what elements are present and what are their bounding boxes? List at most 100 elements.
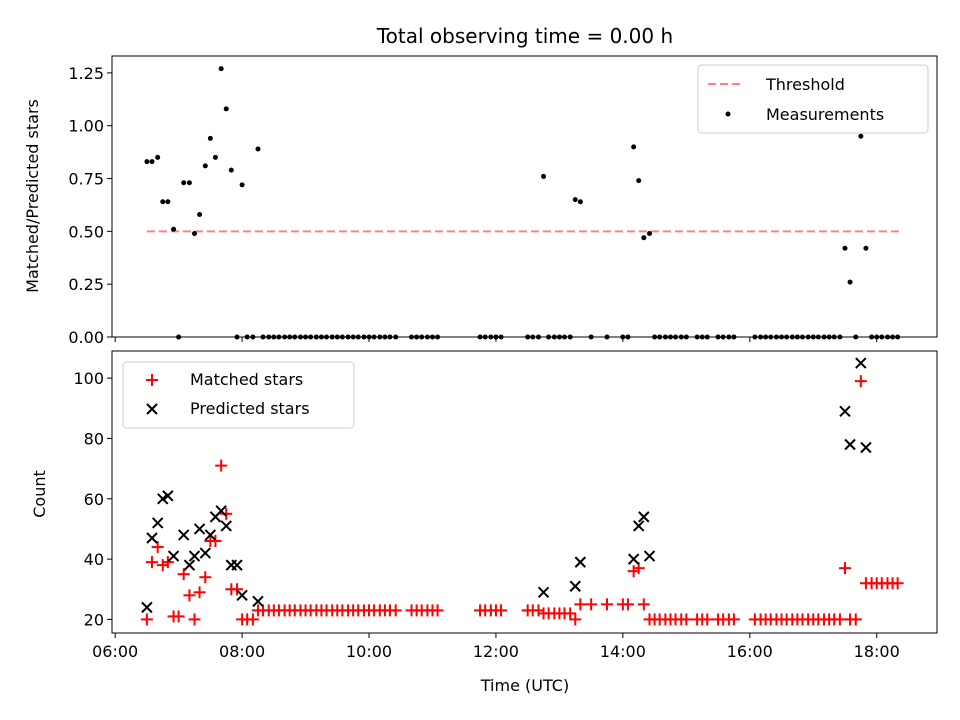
- measurement-point: [541, 173, 547, 179]
- legend-threshold-label: Threshold: [765, 75, 845, 94]
- predicted-star-marker: [638, 511, 650, 523]
- measurement-point: [847, 279, 853, 285]
- legend-measurements-swatch: [725, 111, 731, 117]
- measurement-point: [842, 245, 848, 251]
- predicted-star-marker: [178, 529, 190, 541]
- predicted-star-marker: [569, 580, 581, 592]
- matched-star-marker: [183, 589, 196, 602]
- measurement-point: [636, 178, 642, 184]
- measurement-point: [858, 133, 864, 139]
- matched-star-marker: [585, 598, 598, 611]
- matched-star-marker: [177, 568, 190, 581]
- legend-matched-label: Matched stars: [190, 370, 303, 389]
- measurement-point: [212, 154, 218, 160]
- predicted-star-marker: [574, 556, 587, 568]
- measurement-point: [186, 180, 192, 186]
- legend-measurements-label: Measurements: [766, 105, 884, 124]
- matched-star-marker: [209, 535, 222, 548]
- bottom-y-tick-label: 20: [84, 610, 104, 629]
- matched-star-marker: [231, 583, 244, 596]
- measurement-point: [863, 245, 869, 251]
- matched-star-marker: [637, 598, 650, 611]
- measurement-point: [192, 230, 197, 236]
- legend-predicted-label: Predicted stars: [190, 399, 310, 418]
- matched-star-marker: [389, 604, 402, 617]
- matched-star-marker: [838, 562, 851, 575]
- measurement-point: [572, 197, 578, 203]
- matched-star-marker: [495, 604, 508, 617]
- predicted-star-marker: [860, 441, 872, 454]
- measurement-point: [641, 235, 647, 241]
- measurement-point: [181, 180, 187, 186]
- predicted-star-marker: [252, 595, 264, 608]
- predicted-star-marker: [537, 586, 550, 598]
- predicted-star-marker: [215, 505, 227, 517]
- matched-star-marker: [431, 604, 444, 617]
- top-y-axis-label: Matched/Predicted stars: [23, 99, 42, 293]
- measurement-point: [577, 199, 583, 205]
- measurement-point: [155, 154, 161, 160]
- top-y-tick-label: 1.25: [68, 64, 104, 83]
- x-tick-label: 14:00: [600, 642, 646, 661]
- matched-star-marker: [215, 459, 228, 472]
- predicted-star-marker: [199, 547, 211, 559]
- predicted-star-marker: [627, 553, 640, 565]
- x-tick-label: 08:00: [219, 642, 265, 661]
- predicted-star-marker: [236, 589, 248, 602]
- x-tick-label: 10:00: [346, 642, 392, 661]
- matched-star-marker: [727, 613, 740, 626]
- bottom-x-ticks: 06:00 08:00 10:00 12:00 14:00 16:00 18:00: [92, 633, 900, 661]
- measurement-point: [202, 163, 208, 169]
- measurement-point: [207, 135, 213, 141]
- measurement-point: [149, 159, 155, 165]
- top-y-tick-label: 0.50: [68, 222, 104, 241]
- predicted-star-marker: [157, 493, 169, 505]
- predicted-star-marker: [141, 601, 153, 614]
- top-y-tick-label: 0.75: [68, 170, 104, 189]
- matched-star-marker: [833, 613, 846, 626]
- bottom-y-tick-label: 60: [84, 490, 104, 509]
- predicted-star-marker: [220, 520, 232, 532]
- measurement-point: [223, 106, 229, 112]
- matched-star-marker: [632, 562, 645, 575]
- bottom-y-axis-label: Count: [30, 470, 49, 518]
- bottom-y-tick-label: 80: [84, 429, 104, 448]
- matched-star-marker: [574, 598, 587, 611]
- x-tick-label: 16:00: [727, 642, 773, 661]
- count-panel: Count Time (UTC) 20 40 60 80 100 06:00 08:00 1…: [30, 350, 938, 695]
- measurement-point: [165, 199, 171, 205]
- top-y-ticks: 0.00 0.25 0.50 0.75 1.00 1.25: [68, 64, 112, 347]
- predicted-star-marker: [183, 559, 196, 571]
- predicted-star-marker: [151, 517, 164, 529]
- bottom-y-ticks: 20 40 60 80 100: [73, 369, 112, 629]
- matched-star-marker: [199, 571, 212, 584]
- predicted-star-marker: [162, 490, 174, 502]
- predicted-star-marker: [633, 520, 645, 532]
- bottom-y-tick-label: 100: [73, 369, 104, 388]
- top-y-tick-label: 1.00: [68, 117, 104, 136]
- matched-star-marker: [891, 577, 904, 590]
- predicted-star-marker: [643, 550, 656, 562]
- ratio-panel: Total observing time = 0.00 h Matched/Pr…: [23, 24, 938, 347]
- measurement-point: [647, 230, 653, 236]
- legend-matched-swatch: [146, 374, 158, 386]
- predicted-star-marker: [844, 438, 856, 451]
- matched-star-marker: [701, 613, 714, 626]
- measurement-point: [171, 226, 177, 232]
- x-axis-label: Time (UTC): [480, 676, 569, 695]
- predicted-star-marker: [855, 357, 867, 369]
- matched-star-marker: [569, 613, 582, 626]
- predicted-star-marker: [839, 405, 851, 418]
- matched-star-marker: [621, 598, 634, 611]
- predicted-star-marker: [167, 550, 180, 562]
- top-legend-box: [697, 64, 929, 134]
- measurement-point: [239, 182, 245, 188]
- matched-star-marker: [188, 613, 201, 626]
- matched-star-marker: [601, 598, 613, 611]
- predicted-star-marker: [193, 523, 206, 535]
- matched-star-marker: [172, 610, 185, 623]
- measurement-point: [197, 211, 203, 217]
- legend-predicted-swatch: [146, 403, 158, 415]
- measurement-point: [631, 144, 637, 150]
